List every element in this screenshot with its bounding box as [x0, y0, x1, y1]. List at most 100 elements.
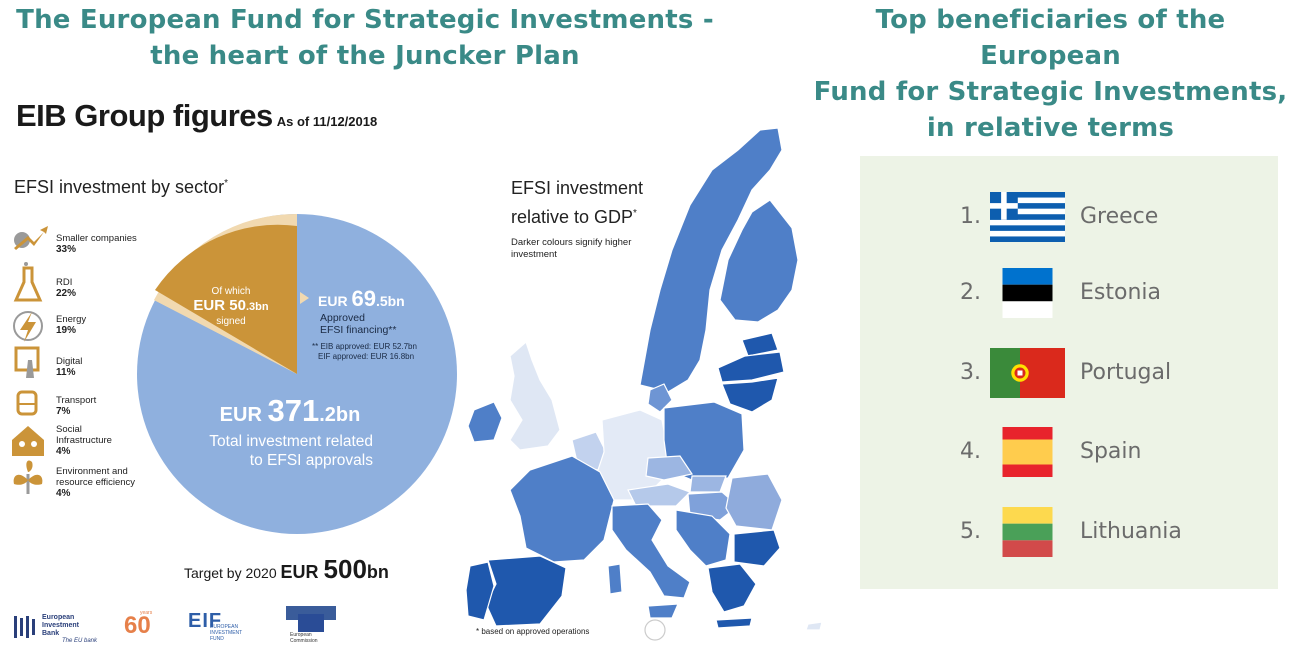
approved-detail: ** EIB approved: EUR 52.7bn EIF approved:…	[312, 342, 468, 362]
approved-unit: .5bn	[375, 293, 405, 309]
approved-detail-2: EIF approved: EUR 16.8bn	[318, 352, 415, 361]
map-sardinia	[607, 563, 623, 595]
map-sicily	[647, 603, 679, 619]
sector-label: Energy	[56, 314, 87, 325]
european-commission-logo: European Commission	[276, 602, 338, 648]
left-heading-line: The European Fund for Strategic Investme…	[16, 5, 714, 35]
eib-title-text: EIB Group figures	[16, 98, 273, 133]
map-germany	[595, 409, 669, 501]
beneficiary-rank: 1.	[960, 204, 981, 229]
map-malta-inset	[644, 619, 666, 641]
lithuania-flag-icon	[990, 507, 1065, 557]
beneficiary-row: 4. Spain	[860, 427, 1278, 477]
target-2020: Target by 2020 EUR 500bn	[184, 554, 389, 585]
beneficiary-country: Estonia	[1080, 280, 1161, 305]
beneficiary-row: 3. Portugal	[860, 348, 1278, 398]
eib-group-title: EIB Group figures As of 11/12/2018	[16, 98, 377, 134]
total-desc-1: Total investment related	[209, 433, 373, 450]
total-investment-circle	[137, 214, 457, 534]
pointer-arrow	[300, 292, 309, 304]
left-heading-line: the heart of the Juncker Plan	[150, 41, 580, 71]
eif-logo-line: INVESTMENT	[210, 630, 243, 636]
map-note-line: Darker colours signify higher	[511, 237, 632, 248]
sixty-years-text: years	[140, 610, 153, 616]
map-slovakia	[689, 475, 727, 493]
eib-tagline: The EU bank	[62, 638, 98, 644]
portugal-flag-icon	[990, 348, 1065, 398]
sector-pct: 22%	[56, 288, 77, 299]
map-austria	[627, 483, 692, 507]
sector-pct: 19%	[56, 325, 77, 336]
total-unit: .2bn	[319, 404, 361, 426]
sector-item-social-infrastructure: Social Infrastructure 4%	[12, 423, 172, 457]
eib-logo-mark-icon	[14, 616, 35, 638]
approved-amount: EUR 69.5bn	[318, 286, 468, 312]
sector-label: Transport	[56, 395, 97, 406]
beneficiary-rank: 2.	[960, 280, 981, 305]
map-romania	[725, 473, 783, 531]
target-num: 500	[323, 554, 367, 584]
total-desc: Total investment related to EFSI approval…	[150, 432, 373, 470]
sector-label-2: Infrastructure	[56, 435, 112, 446]
signed-label: Of which EUR 50.3bn signed	[176, 286, 286, 327]
map-czechia	[645, 455, 693, 481]
as-of-date: As of 11/12/2018	[276, 114, 378, 129]
sector-item-digital: Digital 11%	[12, 355, 172, 389]
target-eur: EUR	[280, 562, 324, 582]
signed-text: signed	[216, 316, 246, 327]
sector-pct: 11%	[56, 367, 76, 378]
beneficiary-country: Greece	[1080, 204, 1159, 229]
sector-pct: 4%	[56, 446, 71, 457]
map-lithuania	[721, 377, 779, 413]
map-estonia	[741, 332, 779, 357]
estonia-flag-icon	[990, 268, 1065, 318]
eib-logo: European Investment Bank The EU bank	[12, 612, 122, 652]
approved-desc-2: EFSI financing**	[320, 324, 397, 336]
approved-detail-1: ** EIB approved: EUR 52.7bn	[312, 342, 417, 351]
left-heading: The European Fund for Strategic Investme…	[0, 2, 730, 74]
sector-pct: 7%	[56, 406, 71, 417]
map-title-line: EFSI investment	[511, 178, 644, 198]
ec-flag-icon	[298, 614, 324, 632]
map-denmark	[647, 383, 673, 413]
sector-item-smaller-companies: Smaller companies 33%	[12, 232, 172, 266]
beneficiary-rank: 5.	[960, 519, 981, 544]
target-prefix: Target by 2020	[184, 565, 281, 581]
sector-item-environment: Environment and resource efficiency 4%	[12, 465, 172, 499]
greece-flag-icon	[990, 192, 1065, 242]
map-norway-sweden	[639, 127, 783, 393]
beneficiaries-panel: 1. Greece 2. Estonia 3.	[860, 156, 1278, 589]
right-heading-line: Top beneficiaries of the European	[875, 5, 1226, 71]
eib-logo-line: European	[42, 614, 75, 621]
total-prefix: EUR	[219, 404, 268, 426]
right-heading-line: Fund for Strategic Investments,	[813, 77, 1288, 107]
map-bulgaria	[733, 529, 781, 567]
sector-title-text: EFSI investment by sector	[14, 177, 225, 197]
beneficiary-country: Portugal	[1080, 360, 1172, 385]
eif-logo-line: EUROPEAN	[210, 624, 239, 630]
sector-label: Smaller companies	[56, 233, 137, 244]
sixty-number: 60	[124, 612, 151, 639]
beneficiary-country: Lithuania	[1080, 519, 1182, 544]
target-unit: bn	[366, 562, 389, 582]
sector-pct: 33%	[56, 244, 77, 255]
spain-flag-icon	[990, 427, 1065, 477]
eib-logo-line: Investment	[42, 622, 79, 629]
sector-label: RDI	[56, 277, 73, 288]
beneficiary-row: 2. Estonia	[860, 268, 1278, 318]
map-france	[509, 455, 615, 563]
beneficiary-rank: 4.	[960, 439, 981, 464]
map-benelux	[571, 431, 607, 471]
approved-label: EUR 69.5bn Approved EFSI financing** ** E…	[312, 286, 468, 362]
signed-num: 50	[229, 297, 246, 314]
total-desc-2: to EFSI approvals	[249, 452, 373, 469]
eib-logo-line: Bank	[42, 630, 60, 637]
beneficiary-row: 5. Lithuania	[860, 507, 1278, 557]
sector-label: Environment and	[56, 466, 128, 477]
map-hungary	[687, 491, 739, 521]
map-note-line: investment	[511, 249, 557, 260]
map-crete	[715, 617, 753, 629]
sector-label: Social	[56, 424, 82, 435]
map-footnote: * based on approved operations	[476, 627, 590, 636]
sector-item-transport: Transport 7%	[12, 394, 172, 428]
